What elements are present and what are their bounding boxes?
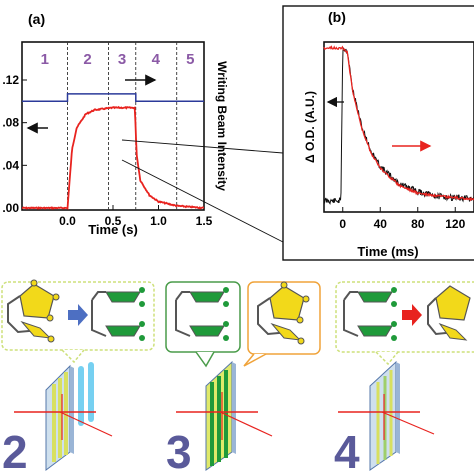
closed-form-molecule xyxy=(105,291,141,303)
step-3-illustration: 3 xyxy=(165,281,321,474)
x-tick-label: 80 xyxy=(411,217,425,231)
panel-a: (a) 1 2 3 4 5 .12 .08 .04 .00 0.0 0.5 1.0 1.5 Time… xyxy=(2,11,229,237)
x-tick-label: 0.5 xyxy=(105,214,122,228)
writing-beam-trace xyxy=(22,93,204,103)
zoom-connector-lower xyxy=(121,159,284,243)
x-tick-label: 40 xyxy=(374,217,388,231)
panel-a-label: (a) xyxy=(28,11,45,27)
conversion-arrow-red xyxy=(402,304,422,326)
y-tick-label: .00 xyxy=(2,201,19,215)
step-2-illustration: 2 xyxy=(1,279,155,474)
stage-label: 1 xyxy=(41,51,49,68)
panel-a-right-label: Writing Beam Intensity xyxy=(215,61,229,191)
step-2-number: 2 xyxy=(2,426,28,474)
open-form-molecule xyxy=(19,283,55,319)
y-tick-label: .12 xyxy=(2,73,19,87)
step-3-number: 3 xyxy=(166,426,192,474)
decay-trace-red xyxy=(323,45,474,202)
stage-label: 3 xyxy=(118,51,126,68)
x-tick-label: 1.0 xyxy=(150,214,167,228)
x-tick-label: 1.5 xyxy=(196,214,213,228)
panel-b-label: (b) xyxy=(328,9,346,25)
panel-b-ylabel: Δ O.D. (A.U.) xyxy=(303,91,317,163)
y-tick-label: .08 xyxy=(2,116,19,130)
panel-b-box xyxy=(282,5,474,261)
stage-label: 2 xyxy=(83,51,91,68)
conversion-arrow-blue xyxy=(68,304,88,326)
y-tick-label: .04 xyxy=(2,158,19,172)
stage-label: 4 xyxy=(152,51,161,68)
panel-a-x-ticks: 0.0 0.5 1.0 1.5 xyxy=(59,205,213,228)
panel-b-xlabel: Time (ms) xyxy=(357,244,418,259)
step-4-number: 4 xyxy=(334,426,360,474)
x-tick-label: 120 xyxy=(445,217,465,231)
x-tick-label: 0.0 xyxy=(59,214,76,228)
decay-trace-black xyxy=(323,47,474,205)
panel-b: (b) 0 40 80 120 Δ O.D. (A.U.) Time (ms) xyxy=(282,5,474,261)
panel-a-y-ticks: .12 .08 .04 .00 xyxy=(2,73,27,215)
panel-b-x-ticks: 0 40 80 120 xyxy=(339,207,466,231)
absorbance-trace xyxy=(21,105,204,211)
stage-dividers: 1 2 3 4 5 xyxy=(41,42,195,210)
step-4-illustration: 4 xyxy=(334,281,474,474)
panel-a-xlabel: Time (s) xyxy=(88,222,138,237)
zoom-connector-upper xyxy=(121,139,284,154)
stage-label: 5 xyxy=(186,51,194,68)
x-tick-label: 0 xyxy=(339,217,346,231)
panel-b-frame xyxy=(323,41,474,213)
